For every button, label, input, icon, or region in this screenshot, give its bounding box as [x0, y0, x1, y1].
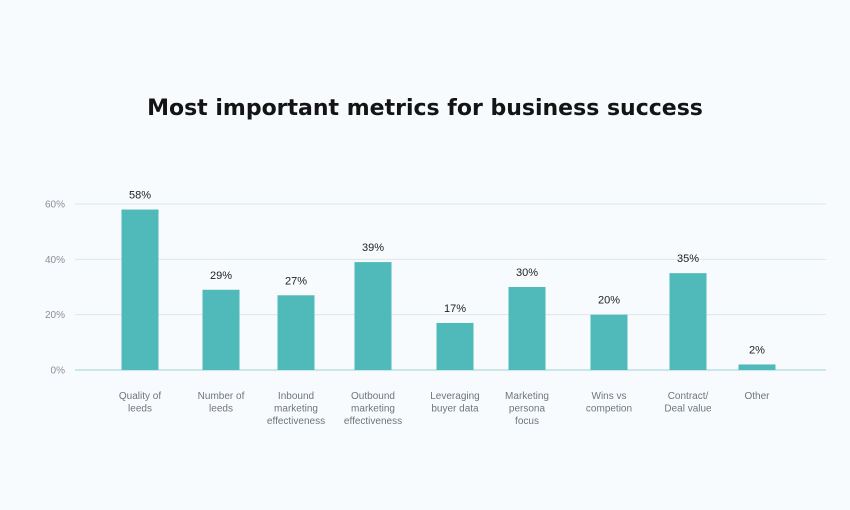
x-tick-label: Contract/: [668, 391, 709, 402]
chart-title: Most important metrics for business succ…: [147, 96, 703, 121]
x-tick-label: persona: [509, 404, 546, 415]
bar: [277, 295, 315, 370]
bar: [202, 289, 240, 370]
bar: [354, 262, 392, 370]
bar: [121, 209, 159, 370]
x-tick-label: leeds: [209, 404, 233, 415]
x-tick-label: Deal value: [664, 404, 712, 415]
y-tick-label: 40%: [45, 255, 65, 266]
bar: [508, 287, 546, 370]
data-label: 35%: [677, 253, 699, 265]
y-tick-label: 60%: [45, 200, 65, 211]
x-tick-label: effectiveness: [267, 416, 325, 427]
x-tick-label: Leveraging: [430, 391, 479, 402]
bar: [738, 364, 776, 370]
x-tick-label: Outbound: [351, 391, 395, 402]
x-tick-label: effectiveness: [344, 416, 402, 427]
data-label: 27%: [285, 275, 307, 287]
data-label: 29%: [210, 270, 232, 282]
bar: [669, 273, 707, 370]
data-label: 39%: [362, 242, 384, 254]
x-tick-label: Other: [744, 391, 770, 402]
x-tick-label: Inbound: [278, 391, 314, 402]
x-tick-label: Number of: [198, 391, 245, 402]
x-tick-label: marketing: [351, 404, 395, 415]
x-tick-label: leeds: [128, 404, 152, 415]
x-tick-label: Quality of: [119, 391, 161, 402]
data-label: 17%: [444, 303, 466, 315]
x-tick-label: competion: [586, 404, 632, 415]
x-tick-label: marketing: [274, 404, 318, 415]
x-tick-label: Wins vs: [592, 391, 627, 402]
data-label: 20%: [598, 295, 620, 307]
x-tick-label: buyer data: [431, 404, 479, 415]
y-tick-label: 20%: [45, 310, 65, 321]
x-tick-label: focus: [515, 416, 539, 427]
data-label: 2%: [749, 344, 765, 356]
x-tick-label: Marketing: [505, 391, 549, 402]
data-label: 30%: [516, 267, 538, 279]
data-label: 58%: [129, 190, 151, 202]
y-tick-label: 0%: [51, 366, 66, 377]
bar: [590, 314, 628, 370]
bar: [436, 322, 474, 370]
